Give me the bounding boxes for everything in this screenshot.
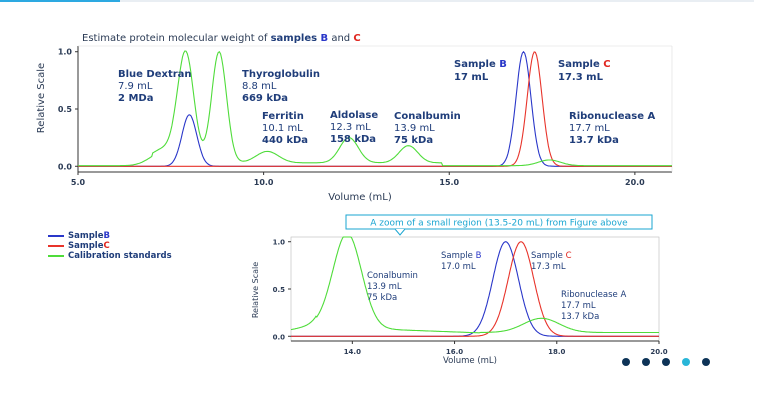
ann-ribonuclease: Ribonuclease A [569, 111, 655, 122]
zoom-ann-sample-c: Sample C [531, 251, 572, 261]
ann-ferritin: Ferritin [262, 111, 304, 122]
zoom-ytick-label-2: 0.0 [273, 333, 286, 341]
ann-ferritin-vol: 10.1 mL [262, 123, 303, 134]
ann-blue-dextran-vol: 7.9 mL [118, 81, 153, 92]
carousel-dot-4[interactable] [682, 358, 690, 366]
zoom-ylabel: Relative Scale [251, 262, 260, 318]
figure-panel [18, 0, 754, 390]
main-xtick-label-3: 20.0 [625, 178, 645, 187]
legend-swatch-sample-b [48, 235, 64, 237]
zoom-ytick-label-0: 1.0 [273, 239, 286, 247]
ann-thyroglobulin: Thyroglobulin [242, 69, 320, 80]
zoom-xtick-label-3: 20.0 [650, 348, 667, 356]
zoom-ann-sample-b-vol: 17.0 mL [441, 262, 476, 272]
carousel-dot-1[interactable] [622, 358, 630, 366]
chart-title: Estimate protein molecular weight of sam… [82, 33, 361, 44]
carousel-dot-2[interactable] [642, 358, 650, 366]
ann-thyroglobulin-vol: 8.8 mL [242, 81, 277, 92]
main-xtick-label-2: 15.0 [439, 178, 459, 187]
main-ylabel: Relative Scale [36, 63, 47, 133]
legend-item-sample-c: Sample C [48, 241, 172, 251]
zoom-series-sample-c [291, 241, 659, 337]
zoom-series-calibration-standards [290, 236, 659, 334]
ann-thyroglobulin-mw: 669 kDa [242, 93, 288, 104]
zoom-callout-box [345, 214, 653, 230]
zoom-callout-pointer [394, 228, 406, 236]
zoom-xtick-label-1: 16.0 [446, 348, 463, 356]
ann-blue-dextran-mw: 2 MDa [118, 93, 153, 104]
zoom-ann-conalbumin: Conalbumin [367, 271, 418, 281]
zoom-xlabel: Volume (mL) [443, 356, 497, 366]
legend-swatch-calibration [48, 255, 64, 257]
legend-item-calibration: Calibration standards [48, 251, 172, 261]
ann-aldolase: Aldolase [330, 110, 378, 121]
ann-blue-dextran: Blue Dextran [118, 69, 192, 80]
main-series-calibration-standards [78, 50, 672, 167]
ann-conalbumin-mw: 75 kDa [394, 135, 433, 146]
ann-ferritin-mw: 440 kDa [262, 135, 308, 146]
zoom-ann-sample-c-vol: 17.3 mL [531, 262, 566, 272]
carousel-dot-3[interactable] [662, 358, 670, 366]
main-xtick-label-0: 5.0 [71, 178, 86, 187]
carousel-dots [622, 358, 710, 366]
zoom-ann-ribonuclease: Ribonuclease A [561, 290, 626, 300]
zoom-ann-conalbumin-vol: 13.9 mL [367, 282, 402, 292]
legend-swatch-sample-c [48, 245, 64, 247]
main-xlabel: Volume (mL) [328, 192, 392, 203]
zoom-ann-ribonuclease-mw: 13.7 kDa [561, 312, 599, 322]
ann-aldolase-mw: 158 kDa [330, 134, 376, 145]
zoom-ann-sample-b: Sample B [441, 251, 482, 261]
main-ytick-label-0: 1.0 [58, 48, 73, 57]
zoom-xtick-label-0: 14.0 [344, 348, 361, 356]
ann-sample-b: Sample B [454, 59, 507, 70]
legend-item-sample-b: Sample B [48, 231, 172, 241]
zoom-ytick-label-1: 0.5 [273, 286, 286, 294]
ann-sample-c: Sample C [558, 59, 611, 70]
ann-sample-c-vol: 17.3 mL [558, 72, 604, 83]
accent-line [0, 0, 120, 2]
main-ytick-label-2: 0.0 [58, 162, 73, 171]
legend: Sample B Sample C Calibration standards [48, 231, 172, 261]
ann-sample-b-vol: 17 mL [454, 72, 489, 83]
ann-aldolase-vol: 12.3 mL [330, 122, 371, 133]
main-xtick-label-1: 10.0 [254, 178, 274, 187]
ann-conalbumin: Conalbumin [394, 111, 461, 122]
ann-ribonuclease-vol: 17.7 mL [569, 123, 610, 134]
zoom-ann-conalbumin-mw: 75 kDa [367, 293, 397, 303]
zoom-ann-ribonuclease-vol: 17.7 mL [561, 301, 596, 311]
main-series-sample-c [78, 51, 672, 167]
main-ytick-label-1: 0.5 [58, 105, 73, 114]
zoom-xtick-label-2: 18.0 [548, 348, 565, 356]
ann-conalbumin-vol: 13.9 mL [394, 123, 435, 134]
ann-ribonuclease-mw: 13.7 kDa [569, 135, 619, 146]
carousel-dot-5[interactable] [702, 358, 710, 366]
zoom-callout-text: A zoom of a small region (13.5-20 mL) fr… [370, 219, 628, 229]
